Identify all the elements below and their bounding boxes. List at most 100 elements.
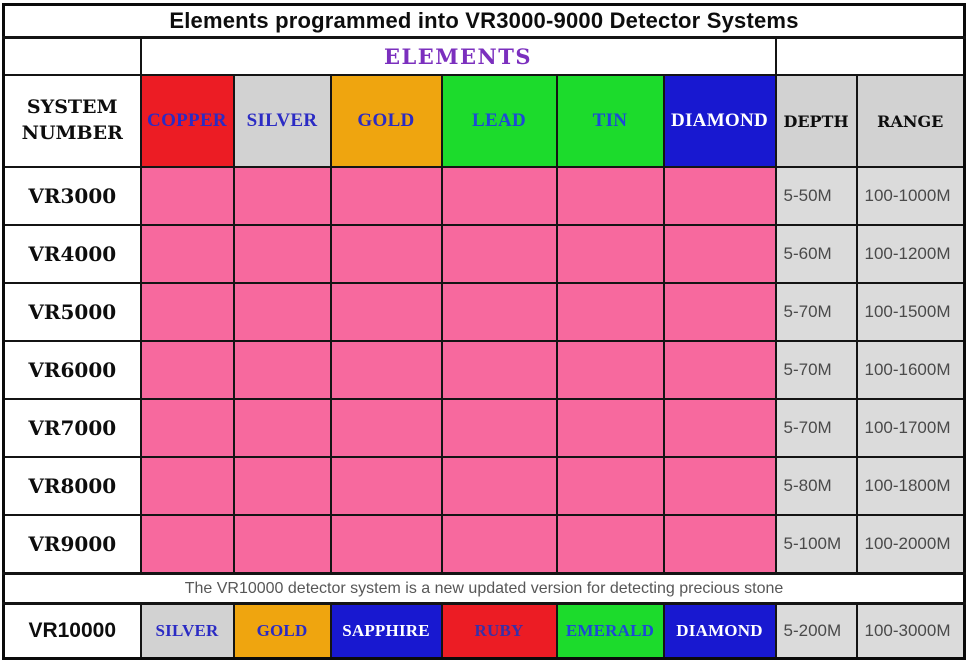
element-column-header-gold: GOLD [329,74,443,168]
element-cell [139,398,235,458]
element-column-header-silver: SILVER [232,74,332,168]
element-cell [329,282,443,342]
system-cell: VR4000 [2,224,142,284]
table-row-vr4000: VR4000 5-60M 100-1200M [2,224,966,284]
element-cell [139,166,235,226]
table-row-vr7000: VR7000 5-70M 100-1700M [2,398,966,458]
element-cell-silver: SILVER [139,602,235,660]
element-cell-sapphire: SAPPHIRE [329,602,443,660]
element-cell [232,514,332,575]
element-column-header-diamond: DIAMOND [662,74,777,168]
element-cell [139,340,235,400]
element-cell [440,282,558,342]
system-cell: VR8000 [2,456,142,516]
element-cell [440,340,558,400]
element-cell [440,514,558,575]
element-column-header-tin: TIN [555,74,665,168]
element-cell [662,282,777,342]
table-row-vr6000: VR6000 5-70M 100-1600M [2,340,966,400]
system-cell: VR10000 [2,602,142,660]
range-header: RANGE [855,74,966,168]
element-cell [329,340,443,400]
element-column-header-lead: LEAD [440,74,558,168]
range-cell: 100-1000M [855,166,966,226]
page-title: Elements programmed into VR3000-9000 Det… [2,3,966,39]
element-cell-gold: GOLD [232,602,332,660]
element-cell [232,282,332,342]
element-cell [662,398,777,458]
element-cell-ruby: RUBY [440,602,558,660]
note-row: The VR10000 detector system is a new upd… [2,572,966,605]
element-cell [662,340,777,400]
element-cell [555,456,665,516]
blank-cell [774,36,966,76]
element-cell [555,224,665,284]
element-cell [139,456,235,516]
title-row: Elements programmed into VR3000-9000 Det… [2,3,966,39]
element-cell [232,166,332,226]
system-number-header: SYSTEM NUMBER [2,74,142,168]
element-column-header-copper: COPPER [139,74,235,168]
vr10000-note: The VR10000 detector system is a new upd… [2,572,966,605]
element-cell [440,166,558,226]
element-cell [440,398,558,458]
element-cell [329,398,443,458]
range-cell: 100-2000M [855,514,966,575]
system-cell: VR6000 [2,340,142,400]
range-cell: 100-1600M [855,340,966,400]
depth-cell: 5-50M [774,166,858,226]
element-cell [555,514,665,575]
element-cell [329,224,443,284]
depth-cell: 5-200M [774,602,858,660]
depth-cell: 5-80M [774,456,858,516]
system-cell: VR5000 [2,282,142,342]
element-cell [139,514,235,575]
depth-cell: 5-100M [774,514,858,575]
range-cell: 100-1200M [855,224,966,284]
element-cell [139,282,235,342]
range-cell: 100-1500M [855,282,966,342]
element-cell [555,166,665,226]
range-cell: 100-1700M [855,398,966,458]
depth-cell: 5-70M [774,398,858,458]
element-cell [232,398,332,458]
element-cell [440,456,558,516]
element-cell [555,282,665,342]
blank-cell [2,36,142,76]
table-row-vr8000: VR8000 5-80M 100-1800M [2,456,966,516]
range-cell: 100-3000M [855,602,966,660]
element-cell-diamond: DIAMOND [662,602,777,660]
system-cell: VR9000 [2,514,142,575]
system-cell: VR7000 [2,398,142,458]
element-cell [329,456,443,516]
element-cell [329,514,443,575]
table-row-vr5000: VR5000 5-70M 100-1500M [2,282,966,342]
table-row-vr3000: VR3000 5-50M 100-1000M [2,166,966,226]
elements-header-row: ELEMENTS [2,36,966,76]
element-cell [232,456,332,516]
table-row-vr10000: VR10000 SILVER GOLD SAPPHIRE RUBY EMERAL… [2,602,966,660]
depth-cell: 5-70M [774,340,858,400]
range-cell: 100-1800M [855,456,966,516]
element-cell-emerald: EMERALD [555,602,665,660]
element-cell [139,224,235,284]
element-cell [232,224,332,284]
element-cell [232,340,332,400]
element-cell [662,166,777,226]
element-cell [440,224,558,284]
element-cell [555,340,665,400]
element-cell [662,224,777,284]
elements-group-header: ELEMENTS [139,36,777,76]
element-cell [662,514,777,575]
table-row-vr9000: VR9000 5-100M 100-2000M [2,514,966,575]
depth-cell: 5-60M [774,224,858,284]
system-cell: VR3000 [2,166,142,226]
column-header-row: SYSTEM NUMBER COPPER SILVER GOLD LEAD TI… [2,74,966,168]
element-cell [662,456,777,516]
element-cell [555,398,665,458]
element-cell [329,166,443,226]
detector-spec-table: Elements programmed into VR3000-9000 Det… [2,3,966,660]
depth-cell: 5-70M [774,282,858,342]
depth-header: DEPTH [774,74,858,168]
